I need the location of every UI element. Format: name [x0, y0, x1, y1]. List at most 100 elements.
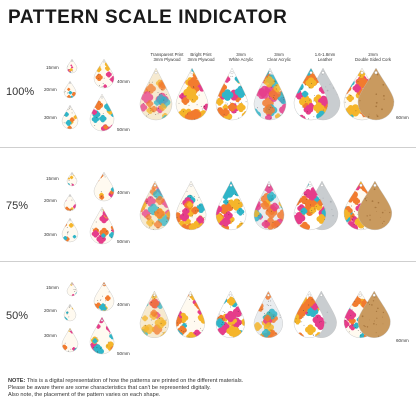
- earring-shape: [357, 67, 395, 121]
- earring-shape: [293, 180, 327, 231]
- earring-shape: [253, 67, 287, 121]
- note-line: Also note, the placement of the pattern …: [8, 392, 161, 399]
- earring-shape: [66, 281, 78, 297]
- earring-shape: [357, 180, 393, 231]
- height-label-60mm: 60mm: [396, 115, 409, 120]
- material-header-white-acrylic: 3mm White Acrylic: [208, 52, 274, 62]
- earring-shape: [93, 281, 115, 312]
- earring-shape: [215, 290, 245, 338]
- earring-shape: [61, 104, 79, 130]
- earring-shape: [175, 290, 205, 338]
- size-label-50mm: 50mm: [117, 239, 130, 244]
- earring-transparent: [139, 67, 173, 121]
- size-label-20mm: 20mm: [44, 308, 57, 313]
- note-line: Please be aware there are some character…: [8, 385, 211, 392]
- earring-15mm: [66, 58, 78, 74]
- material-header-transparent-plywood: Transparent Print 3mm Plywood: [134, 52, 200, 62]
- size-label-20mm: 20mm: [44, 198, 57, 203]
- earring-shape: [215, 67, 249, 121]
- material-header-line: Clear Acrylic: [267, 57, 291, 62]
- height-label-60mm: 60mm: [396, 338, 409, 343]
- footer-note: NOTE: This is a digital representation o…: [8, 378, 408, 400]
- earring-15mm: [66, 281, 78, 297]
- earring-50mm: [89, 316, 115, 355]
- size-label-50mm: 50mm: [117, 351, 130, 356]
- material-header-line: White Acrylic: [228, 57, 254, 62]
- earring-shape: [93, 171, 115, 202]
- material-header-line: 3mm Plywood: [153, 57, 181, 62]
- earring-shape: [63, 303, 77, 322]
- size-label-40mm: 40mm: [117, 190, 130, 195]
- earring-shape: [215, 180, 247, 230]
- earring-clear: [253, 67, 287, 121]
- material-header-line: 2mm: [368, 52, 378, 57]
- size-label-20mm: 20mm: [44, 87, 57, 92]
- earring-white: [215, 180, 247, 230]
- earring-shape: [89, 206, 115, 245]
- earring-leather: [293, 67, 329, 121]
- earring-15mm: [66, 171, 78, 187]
- earring-shape: [66, 171, 78, 187]
- earring-shape: [139, 180, 171, 230]
- earring-clear: [253, 180, 285, 230]
- earring-cork: [357, 67, 395, 121]
- earring-bright: [175, 67, 209, 121]
- earring-40mm: [93, 281, 115, 312]
- size-label-30mm: 30mm: [44, 115, 57, 120]
- size-label-40mm: 40mm: [117, 79, 130, 84]
- material-header-bright-plywood: Bright Print 3mm Plywood: [168, 52, 234, 62]
- material-header-line: Double Sided Cork: [354, 57, 392, 62]
- note-line: This is a digital representation of how …: [25, 378, 244, 384]
- earring-shape: [63, 193, 77, 212]
- earring-shape: [89, 93, 115, 132]
- material-header-line: Leather: [317, 57, 333, 62]
- scale-label-75: 75%: [6, 200, 29, 212]
- divider: [0, 261, 416, 262]
- earring-shape: [61, 217, 79, 243]
- earring-shape: [89, 316, 115, 355]
- earring-20mm: [63, 193, 77, 212]
- material-header-line: 3mm Plywood: [187, 57, 215, 62]
- earring-shape: [139, 290, 169, 338]
- page-title: PATTERN SCALE INDICATOR: [8, 7, 288, 28]
- earring-transparent: [139, 290, 169, 338]
- size-label-15mm: 15mm: [46, 176, 59, 181]
- earring-30mm: [61, 217, 79, 243]
- scale-label-50: 50%: [6, 310, 29, 322]
- earring-20mm: [63, 80, 77, 99]
- earring-shape: [253, 290, 283, 338]
- size-label-40mm: 40mm: [117, 302, 130, 307]
- size-label-30mm: 30mm: [44, 232, 57, 237]
- scale-label-100: 100%: [6, 86, 35, 98]
- divider: [0, 147, 416, 148]
- material-header-line: Transparent Print: [150, 52, 184, 57]
- earring-50mm: [89, 93, 115, 132]
- earring-bright: [175, 290, 205, 338]
- earring-shape: [93, 58, 115, 89]
- material-header-cork: 2mm Double Sided Cork: [340, 52, 406, 62]
- material-header-line: Bright Print: [190, 52, 212, 57]
- size-label-15mm: 15mm: [46, 285, 59, 290]
- earring-leather: [293, 180, 327, 231]
- earring-40mm: [93, 171, 115, 202]
- size-label-15mm: 15mm: [46, 65, 59, 70]
- material-header-line: 1.6-1.8mm: [314, 52, 336, 57]
- earring-leather: [293, 290, 325, 338]
- earring-cork: [357, 290, 391, 338]
- earring-30mm: [61, 104, 79, 130]
- earring-50mm: [89, 206, 115, 245]
- earring-30mm: [61, 327, 79, 353]
- material-header-clear-acrylic: 3mm Clear Acrylic: [246, 52, 312, 62]
- earring-clear: [253, 290, 283, 338]
- earring-20mm: [63, 303, 77, 322]
- earring-shape: [63, 80, 77, 99]
- earring-shape: [293, 67, 329, 121]
- earring-shape: [357, 290, 391, 338]
- material-header-line: 3mm: [274, 52, 284, 57]
- size-label-50mm: 50mm: [117, 127, 130, 132]
- size-label-30mm: 30mm: [44, 333, 57, 338]
- note-label: NOTE:: [8, 378, 26, 384]
- earring-shape: [139, 67, 173, 121]
- earring-cork: [357, 180, 393, 231]
- earring-transparent: [139, 180, 171, 230]
